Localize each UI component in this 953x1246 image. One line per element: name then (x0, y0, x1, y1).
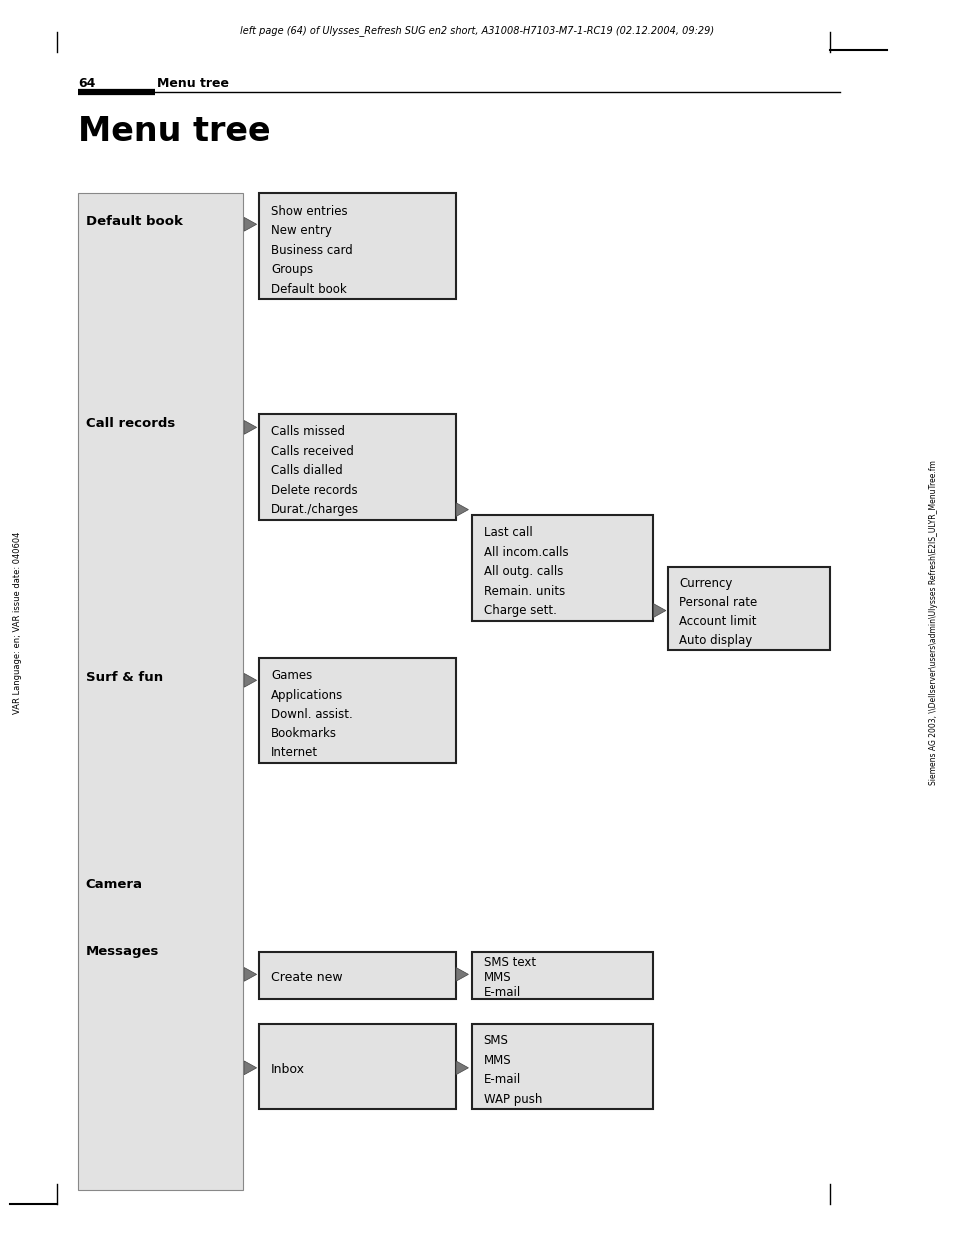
Polygon shape (244, 421, 256, 434)
Text: Downl. assist.: Downl. assist. (271, 708, 353, 721)
Text: left page (64) of Ulysses_Refresh SUG en2 short, A31008-H7103-M7-1-RC19 (02.12.2: left page (64) of Ulysses_Refresh SUG en… (240, 25, 713, 36)
Text: New entry: New entry (271, 224, 332, 237)
Text: 64: 64 (78, 77, 95, 90)
Text: Show entries: Show entries (271, 204, 347, 218)
Text: Applications: Applications (271, 689, 343, 701)
Bar (259, 414, 456, 520)
Text: E-mail: E-mail (483, 1073, 520, 1087)
Bar (472, 952, 653, 999)
Text: Delete records: Delete records (271, 483, 357, 497)
Text: SMS: SMS (483, 1034, 508, 1047)
Polygon shape (456, 503, 468, 516)
Bar (259, 193, 456, 299)
Text: Internet: Internet (271, 746, 317, 759)
Polygon shape (244, 1062, 256, 1074)
Text: MMS: MMS (483, 1054, 511, 1067)
Text: Personal rate: Personal rate (679, 596, 757, 609)
Polygon shape (456, 1062, 468, 1074)
Text: Business card: Business card (271, 244, 353, 257)
Text: Account limit: Account limit (679, 616, 756, 628)
Text: All outg. calls: All outg. calls (483, 566, 562, 578)
Bar (259, 658, 456, 763)
Bar (259, 1024, 456, 1109)
Text: Remain. units: Remain. units (483, 584, 564, 598)
Bar (259, 952, 456, 999)
Bar (472, 515, 653, 621)
Text: Charge sett.: Charge sett. (483, 604, 556, 617)
Text: Inbox: Inbox (271, 1064, 305, 1077)
Text: Groups: Groups (271, 263, 313, 277)
Text: Messages: Messages (86, 946, 159, 958)
Text: Bookmarks: Bookmarks (271, 728, 336, 740)
Text: Games: Games (271, 669, 312, 683)
Text: MMS: MMS (483, 971, 511, 984)
Text: Calls received: Calls received (271, 445, 354, 457)
Text: Currency: Currency (679, 577, 732, 589)
Text: Menu tree: Menu tree (78, 115, 271, 147)
Text: Create new: Create new (271, 971, 342, 984)
Text: Auto display: Auto display (679, 634, 752, 648)
Text: All incom.calls: All incom.calls (483, 546, 568, 558)
Polygon shape (244, 967, 256, 982)
Bar (667, 567, 829, 650)
Bar (78, 193, 243, 1190)
Text: Calls missed: Calls missed (271, 425, 345, 439)
Text: Default book: Default book (271, 283, 346, 295)
Text: WAP push: WAP push (483, 1093, 541, 1105)
Text: E-mail: E-mail (483, 986, 520, 998)
Text: Call records: Call records (86, 417, 175, 430)
Polygon shape (244, 218, 256, 232)
Text: SMS text: SMS text (483, 957, 536, 969)
Text: VAR Language: en; VAR issue date: 040604: VAR Language: en; VAR issue date: 040604 (12, 532, 22, 714)
Text: Siemens AG 2003, \\Dellserver\users\admin\Ulysses Refresh\E2IS_ULYR_MenuTree.fm: Siemens AG 2003, \\Dellserver\users\admi… (927, 461, 937, 785)
Text: Surf & fun: Surf & fun (86, 672, 163, 684)
Text: Default book: Default book (86, 216, 183, 228)
Polygon shape (653, 604, 665, 617)
Text: Durat./charges: Durat./charges (271, 503, 358, 516)
Polygon shape (456, 967, 468, 982)
Text: Camera: Camera (86, 878, 143, 891)
Polygon shape (244, 673, 256, 688)
Bar (472, 1024, 653, 1109)
Text: Last call: Last call (483, 526, 532, 540)
Text: Calls dialled: Calls dialled (271, 465, 342, 477)
Text: Menu tree: Menu tree (157, 77, 229, 90)
